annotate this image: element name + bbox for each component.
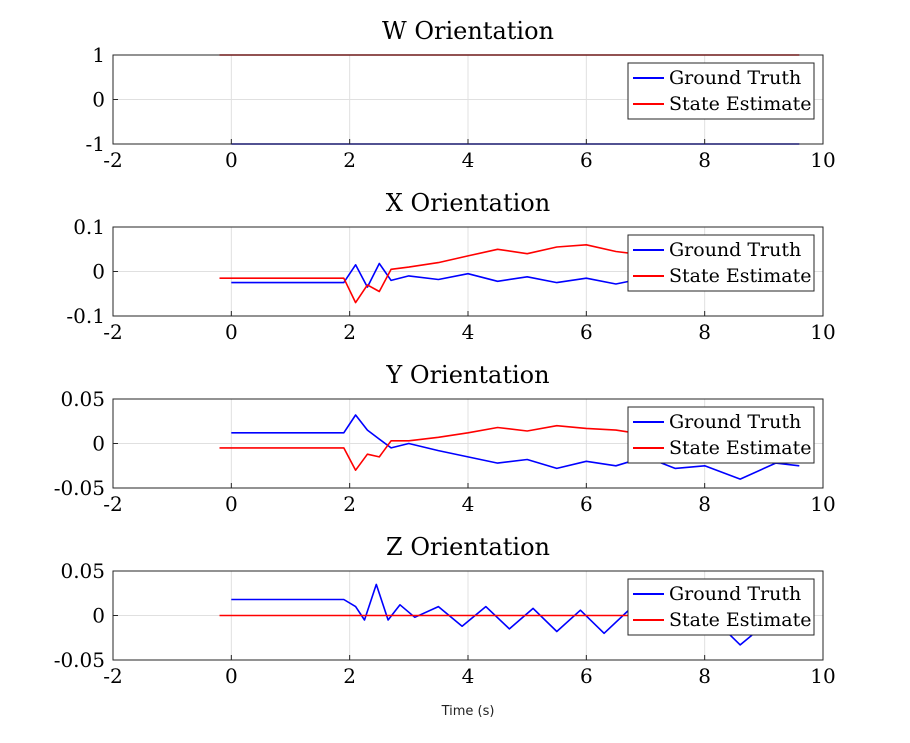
y-y-tick-label: 0.05 xyxy=(60,387,105,411)
z-legend-box xyxy=(627,578,815,636)
z-y-tick-label: 0 xyxy=(92,604,105,628)
w-y-tick-label: 0 xyxy=(92,88,105,112)
y-y-tick-label: 0 xyxy=(92,432,105,456)
w-x-tick-label: 8 xyxy=(698,148,711,172)
w-x-tick-label: 10 xyxy=(810,148,835,172)
w-x-tick-label: -2 xyxy=(103,148,122,172)
y-legend-label: State Estimate xyxy=(669,437,811,459)
w-legend-label: State Estimate xyxy=(669,93,811,115)
w-y-tick-label: -1 xyxy=(86,132,105,156)
x-y-tick-label: 0.1 xyxy=(73,215,105,239)
x-series-state-estimate-line xyxy=(219,244,634,304)
y-x-tick-label: 2 xyxy=(343,492,356,516)
z-y-tick-label: -0.05 xyxy=(54,648,105,672)
z-x-tick-label: -2 xyxy=(103,664,122,688)
w-x-tick-label: 4 xyxy=(462,148,475,172)
w-x-tick-label: 0 xyxy=(225,148,238,172)
y-x-tick-label: 10 xyxy=(810,492,835,516)
x-axis-label: Time (s) xyxy=(441,704,495,719)
y-legend-box xyxy=(627,406,815,464)
y-y-tick-label: -0.05 xyxy=(54,476,105,500)
x-x-tick-label: 10 xyxy=(810,320,835,344)
z-x-tick-label: 0 xyxy=(225,664,238,688)
x-orientation-subplot: X Orientation -2 0 2 4 6 8 10 0.1 0 -0.1 Ground Tru… xyxy=(66,189,835,344)
x-x-tick-label: 4 xyxy=(462,320,475,344)
w-y-tick-label: 1 xyxy=(92,43,105,67)
w-legend: Ground Truth State Estimate xyxy=(627,62,815,120)
w-x-tick-label: 6 xyxy=(580,148,593,172)
x-y-tick-label: -0.1 xyxy=(66,304,105,328)
z-y-tick-label: 0.05 xyxy=(60,559,105,583)
y-legend-label: Ground Truth xyxy=(669,411,801,433)
w-title: W Orientation xyxy=(382,17,554,45)
x-legend-label: Ground Truth xyxy=(669,239,801,261)
x-y-tick-label: 0 xyxy=(92,260,105,284)
w-legend-label: Ground Truth xyxy=(669,67,801,89)
z-x-tick-label: 10 xyxy=(810,664,835,688)
y-series-ground-truth-line xyxy=(231,414,800,480)
z-x-tick-label: 2 xyxy=(343,664,356,688)
x-legend: Ground Truth State Estimate xyxy=(627,234,815,292)
y-series-state-estimate-line xyxy=(219,424,634,472)
x-legend-label: State Estimate xyxy=(669,265,811,287)
z-legend-label: State Estimate xyxy=(669,609,811,631)
z-x-tick-label: 4 xyxy=(462,664,475,688)
z-orientation-subplot: Z Orientation -2 0 2 4 6 8 10 0.05 0 -0.05 Ground T… xyxy=(54,533,836,688)
x-title: X Orientation xyxy=(386,189,550,217)
y-x-tick-label: 8 xyxy=(698,492,711,516)
x-x-tick-label: -2 xyxy=(103,320,122,344)
y-orientation-subplot: Y Orientation -2 0 2 4 6 8 10 0.05 0 -0.05 Ground T… xyxy=(54,361,836,516)
x-x-tick-label: 6 xyxy=(580,320,593,344)
x-series-ground-truth-line xyxy=(231,262,634,288)
w-x-tick-label: 2 xyxy=(343,148,356,172)
y-x-tick-label: 0 xyxy=(225,492,238,516)
z-legend: Ground Truth State Estimate xyxy=(627,578,815,636)
x-legend-box xyxy=(627,234,815,292)
y-x-tick-label: -2 xyxy=(103,492,122,516)
y-legend: Ground Truth State Estimate xyxy=(627,406,815,464)
y-x-tick-label: 6 xyxy=(580,492,593,516)
x-x-tick-label: 8 xyxy=(698,320,711,344)
z-title: Z Orientation xyxy=(386,533,550,561)
z-legend-label: Ground Truth xyxy=(669,583,801,605)
y-x-tick-label: 4 xyxy=(462,492,475,516)
x-x-tick-label: 2 xyxy=(343,320,356,344)
z-x-tick-label: 8 xyxy=(698,664,711,688)
w-legend-box xyxy=(627,62,815,120)
x-x-tick-label: 0 xyxy=(225,320,238,344)
z-x-tick-label: 6 xyxy=(580,664,593,688)
y-title: Y Orientation xyxy=(385,361,549,389)
